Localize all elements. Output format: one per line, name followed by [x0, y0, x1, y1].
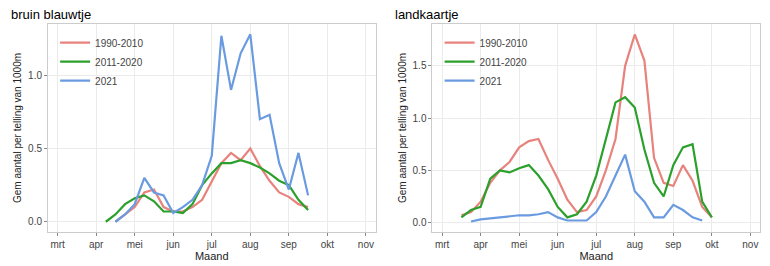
svg-text:Maand: Maand — [579, 250, 613, 262]
svg-text:sep: sep — [281, 239, 298, 250]
svg-text:mei: mei — [511, 239, 527, 250]
svg-text:1.0: 1.0 — [28, 70, 42, 81]
svg-text:1990-2010: 1990-2010 — [480, 38, 528, 49]
svg-text:2011-2020: 2011-2020 — [95, 57, 143, 68]
svg-text:1990-2010: 1990-2010 — [95, 38, 143, 49]
svg-text:okt: okt — [705, 239, 719, 250]
svg-text:mrt: mrt — [435, 239, 450, 250]
svg-text:aug: aug — [242, 239, 259, 250]
svg-text:0.0: 0.0 — [28, 216, 42, 227]
svg-text:0.0: 0.0 — [413, 217, 427, 228]
svg-text:1.0: 1.0 — [413, 113, 427, 124]
svg-text:2021: 2021 — [95, 76, 118, 87]
svg-text:jun: jun — [550, 239, 564, 250]
svg-text:sep: sep — [665, 239, 682, 250]
svg-text:jun: jun — [166, 239, 180, 250]
svg-text:nov: nov — [358, 239, 374, 250]
svg-text:Gem aantal per telling van 100: Gem aantal per telling van 1000m — [397, 53, 408, 203]
svg-text:apr: apr — [473, 239, 488, 250]
svg-text:mrt: mrt — [50, 239, 65, 250]
svg-text:Gem aantal per telling van 100: Gem aantal per telling van 1000m — [12, 53, 23, 203]
svg-text:okt: okt — [321, 239, 335, 250]
svg-text:landkaartje: landkaartje — [395, 7, 459, 22]
svg-text:2021: 2021 — [480, 76, 503, 87]
svg-text:2011-2020: 2011-2020 — [480, 57, 528, 68]
svg-text:apr: apr — [89, 239, 104, 250]
svg-text:nov: nov — [742, 239, 758, 250]
svg-text:jul: jul — [206, 239, 217, 250]
svg-text:0.5: 0.5 — [413, 165, 427, 176]
svg-text:1.5: 1.5 — [413, 60, 427, 71]
svg-text:aug: aug — [626, 239, 643, 250]
svg-text:Maand: Maand — [195, 250, 229, 262]
svg-text:0.5: 0.5 — [28, 143, 42, 154]
svg-text:mei: mei — [127, 239, 143, 250]
svg-text:bruin blauwtje: bruin blauwtje — [11, 7, 91, 22]
svg-text:jul: jul — [590, 239, 601, 250]
